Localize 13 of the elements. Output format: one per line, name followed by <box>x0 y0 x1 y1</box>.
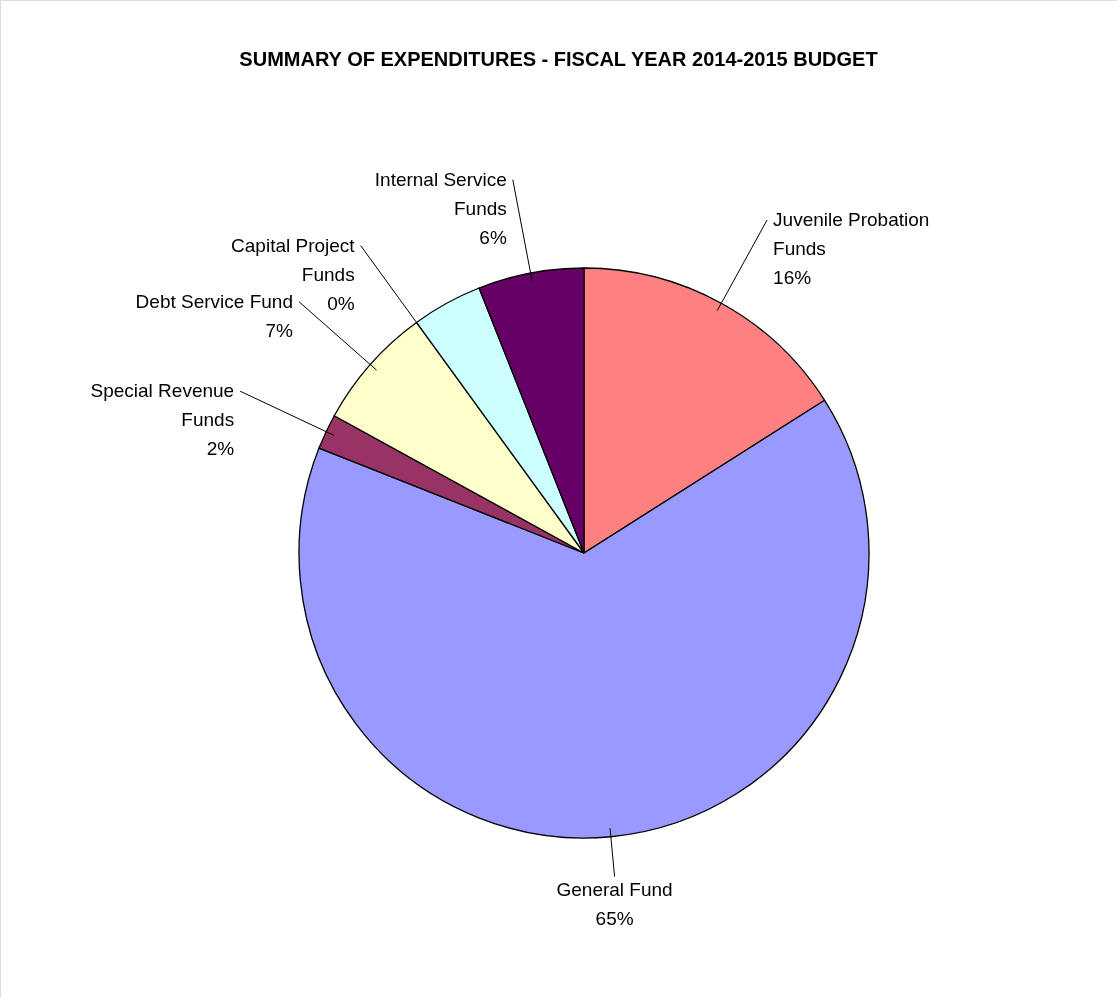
slice-label: Juvenile Probation Funds <box>773 209 930 259</box>
slice-label: Internal Service Funds <box>374 168 507 219</box>
text: 0% <box>327 292 355 314</box>
slice-label: Special Revenue Funds <box>90 380 235 431</box>
category-label: Capital Project Funds <box>231 234 355 285</box>
data-label: 7% <box>265 319 294 341</box>
slice-label: Debt Service Fund <box>135 290 293 312</box>
slice-label: General Fund <box>556 878 673 900</box>
data-label: 2% <box>206 438 235 460</box>
data-label: 6% <box>479 226 507 248</box>
chart-title: SUMMARY OF EXPENDITURES - FISCAL YEAR 2014-2015 BUDGET <box>239 48 878 70</box>
data-label: 65% <box>595 907 634 929</box>
data-label: 16% <box>773 267 812 288</box>
